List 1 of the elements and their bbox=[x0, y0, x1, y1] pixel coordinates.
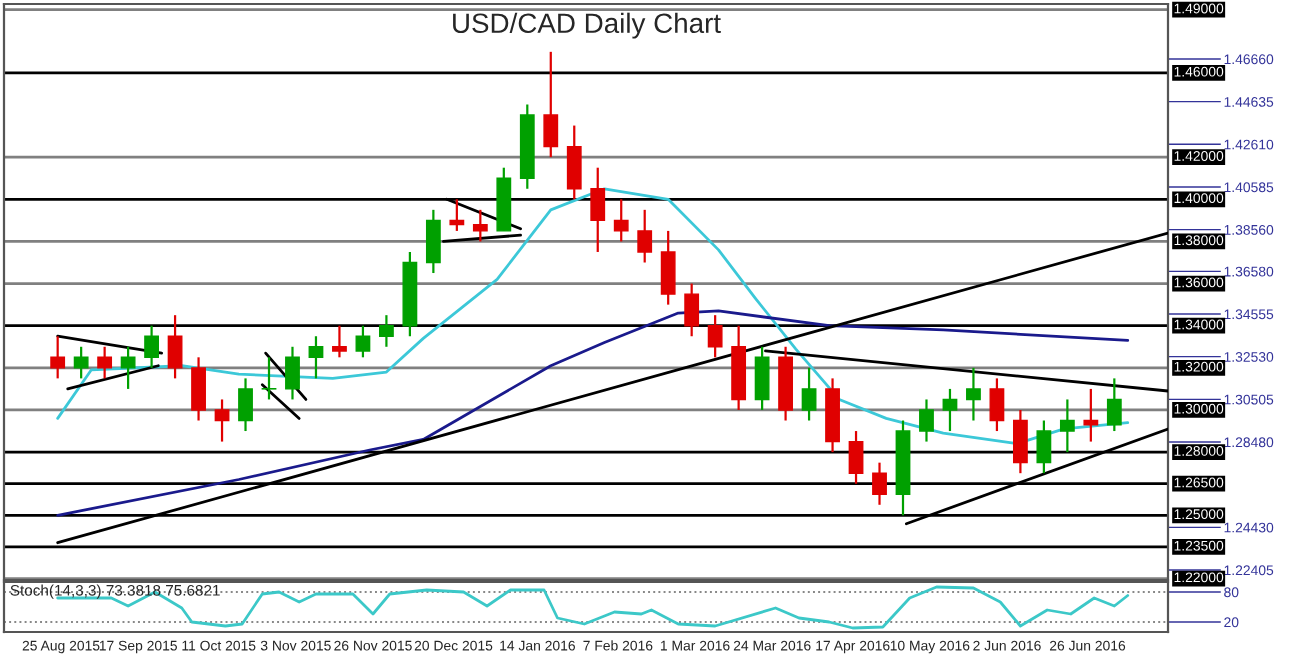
chart-title: USD/CAD Daily Chart bbox=[453, 12, 721, 39]
